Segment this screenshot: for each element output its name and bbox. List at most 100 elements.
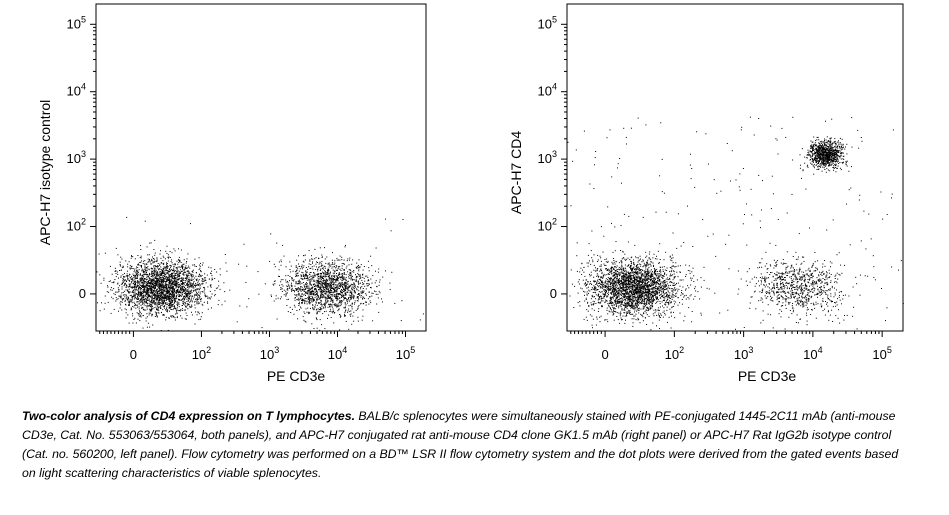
event-dot bbox=[631, 271, 633, 273]
event-dot bbox=[624, 292, 626, 294]
event-dot bbox=[153, 299, 155, 301]
event-dot bbox=[125, 260, 127, 262]
event-dot bbox=[643, 278, 644, 280]
event-dot bbox=[170, 265, 172, 266]
event-dot bbox=[174, 301, 176, 303]
event-dot bbox=[194, 307, 196, 309]
event-dot bbox=[304, 286, 306, 288]
event-dot bbox=[137, 301, 139, 303]
y-tick-label: 105 bbox=[67, 14, 86, 31]
event-dot bbox=[622, 296, 624, 298]
event-dot bbox=[190, 223, 191, 225]
event-dot bbox=[174, 302, 176, 304]
event-dot bbox=[154, 265, 156, 267]
event-dot bbox=[629, 259, 631, 261]
event-dot bbox=[167, 270, 169, 272]
event-dot bbox=[199, 276, 201, 278]
event-dot bbox=[191, 285, 193, 287]
event-dot bbox=[171, 272, 173, 274]
event-dot bbox=[183, 297, 185, 299]
event-dot bbox=[353, 279, 355, 280]
event-dot bbox=[180, 262, 182, 263]
event-dot bbox=[589, 283, 590, 285]
event-dot bbox=[318, 282, 320, 284]
event-dot bbox=[162, 287, 164, 289]
event-dot bbox=[296, 269, 298, 271]
event-dot bbox=[146, 326, 148, 328]
event-dot bbox=[147, 258, 149, 260]
event-dot bbox=[649, 289, 651, 291]
event-dot bbox=[341, 294, 343, 296]
event-dot bbox=[337, 305, 339, 307]
event-dot bbox=[288, 288, 290, 289]
event-dot bbox=[164, 299, 165, 301]
event-dot bbox=[167, 260, 169, 262]
event-dot bbox=[171, 277, 173, 279]
event-dot bbox=[133, 268, 135, 270]
event-dot bbox=[640, 308, 642, 310]
event-dot bbox=[123, 276, 124, 278]
event-dot bbox=[199, 287, 201, 289]
event-dot bbox=[351, 294, 353, 296]
event-dot bbox=[589, 275, 591, 277]
event-dot bbox=[358, 282, 360, 284]
event-dot bbox=[391, 271, 393, 273]
event-dot bbox=[145, 292, 146, 294]
event-dot bbox=[363, 290, 365, 292]
event-dot bbox=[346, 302, 348, 304]
event-dot bbox=[168, 275, 170, 277]
event-dot bbox=[344, 313, 345, 315]
event-dot bbox=[152, 286, 154, 288]
event-dot bbox=[332, 295, 333, 297]
event-dot bbox=[202, 281, 204, 283]
event-dot bbox=[319, 309, 321, 311]
event-dot bbox=[352, 278, 353, 280]
event-dot bbox=[131, 296, 133, 298]
event-dot bbox=[332, 278, 334, 280]
event-dot bbox=[173, 248, 175, 250]
event-dot bbox=[149, 301, 151, 303]
event-dot bbox=[327, 294, 329, 296]
event-dot bbox=[169, 304, 171, 306]
event-dot bbox=[187, 285, 189, 287]
event-dot bbox=[193, 287, 195, 289]
event-dot bbox=[351, 306, 353, 308]
event-dot bbox=[286, 286, 288, 288]
event-dot bbox=[330, 284, 331, 286]
event-dot bbox=[166, 265, 168, 267]
event-dot bbox=[137, 289, 139, 291]
event-dot bbox=[176, 286, 178, 288]
event-dot bbox=[627, 299, 629, 301]
event-dot bbox=[343, 278, 345, 280]
event-dot bbox=[154, 295, 156, 297]
event-dot bbox=[173, 285, 175, 287]
event-dot bbox=[173, 316, 175, 318]
event-dot bbox=[319, 262, 321, 264]
event-dot bbox=[193, 296, 195, 298]
event-dot bbox=[343, 278, 345, 280]
event-dot bbox=[132, 277, 134, 279]
event-dot bbox=[596, 268, 598, 270]
event-dot bbox=[137, 298, 139, 300]
event-dot bbox=[669, 292, 671, 294]
event-dot bbox=[246, 265, 248, 267]
event-dot bbox=[140, 316, 142, 318]
event-dot bbox=[170, 265, 172, 267]
event-dot bbox=[317, 273, 319, 275]
event-dot bbox=[328, 268, 330, 270]
event-dot bbox=[198, 311, 200, 313]
event-dot bbox=[320, 268, 322, 270]
event-dot bbox=[218, 299, 220, 301]
event-dot bbox=[607, 283, 609, 285]
event-dot bbox=[326, 274, 328, 276]
event-dot bbox=[360, 282, 361, 284]
event-dot bbox=[179, 294, 181, 296]
event-dot bbox=[194, 258, 196, 260]
event-dot bbox=[197, 297, 199, 299]
event-dot bbox=[173, 288, 175, 290]
event-dot bbox=[211, 270, 213, 272]
event-dot bbox=[335, 297, 337, 299]
event-dot bbox=[187, 290, 189, 292]
event-dot bbox=[163, 291, 165, 293]
event-dot bbox=[360, 288, 362, 290]
